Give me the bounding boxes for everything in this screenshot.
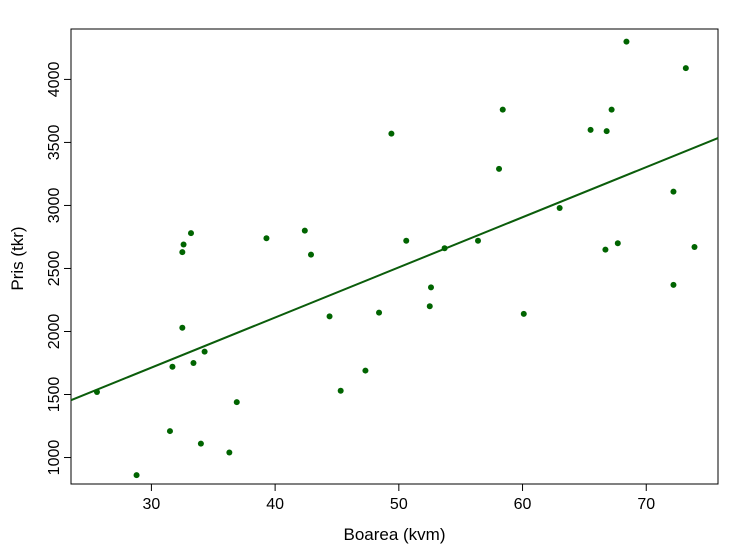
- y-axis-title: Pris (tkr): [8, 226, 27, 290]
- data-point: [179, 249, 186, 256]
- data-point: [362, 367, 369, 374]
- data-point: [682, 65, 689, 72]
- x-tick-label: 70: [637, 496, 655, 513]
- data-points: [93, 38, 698, 479]
- data-point: [133, 472, 140, 479]
- data-point: [169, 363, 176, 370]
- plot-frame: [70, 28, 719, 485]
- y-tick-label: 1500: [46, 377, 63, 413]
- y-tick-label: 1000: [46, 440, 63, 476]
- data-point: [670, 281, 677, 288]
- data-point: [441, 245, 448, 252]
- y-tick-label: 2500: [46, 251, 63, 287]
- data-point: [388, 130, 395, 137]
- x-tick-label: 30: [143, 496, 161, 513]
- y-tick-label: 2000: [46, 314, 63, 350]
- x-tick-label: 40: [266, 496, 284, 513]
- x-axis: 30 40 50 60 70: [143, 484, 655, 513]
- data-point: [301, 227, 308, 234]
- y-tick-label: 3000: [46, 188, 63, 224]
- data-point: [326, 313, 333, 320]
- data-point: [190, 360, 197, 367]
- y-tick-label: 4000: [46, 62, 63, 98]
- data-point: [496, 165, 503, 172]
- data-point: [603, 128, 610, 135]
- data-point: [427, 284, 434, 291]
- data-point: [197, 440, 204, 447]
- data-point: [556, 204, 563, 211]
- data-point: [602, 246, 609, 253]
- data-point: [93, 388, 100, 395]
- data-point: [587, 126, 594, 133]
- y-tick-label: 3500: [46, 125, 63, 161]
- data-point: [187, 230, 194, 237]
- data-point: [670, 188, 677, 195]
- data-point: [337, 387, 344, 394]
- data-point: [201, 348, 208, 355]
- data-point: [426, 303, 433, 310]
- y-axis: 1000 1500 2000 2500 3000 3500 4000: [46, 62, 71, 476]
- data-point: [179, 324, 186, 331]
- data-point: [403, 237, 410, 244]
- x-axis-title: Boarea (kvm): [343, 525, 445, 544]
- data-point: [263, 235, 270, 242]
- data-point: [180, 241, 187, 248]
- x-tick-label: 50: [390, 496, 408, 513]
- data-point: [623, 38, 630, 45]
- data-point: [614, 240, 621, 247]
- data-point: [520, 310, 527, 317]
- data-point: [475, 237, 482, 244]
- data-point: [166, 428, 173, 435]
- data-point: [226, 449, 233, 456]
- data-point: [376, 309, 383, 316]
- data-point: [608, 106, 615, 113]
- data-point: [499, 106, 506, 113]
- regression-line: [70, 137, 719, 402]
- data-point: [307, 251, 314, 258]
- x-tick-label: 60: [514, 496, 532, 513]
- data-point: [233, 399, 240, 406]
- data-point: [691, 244, 698, 251]
